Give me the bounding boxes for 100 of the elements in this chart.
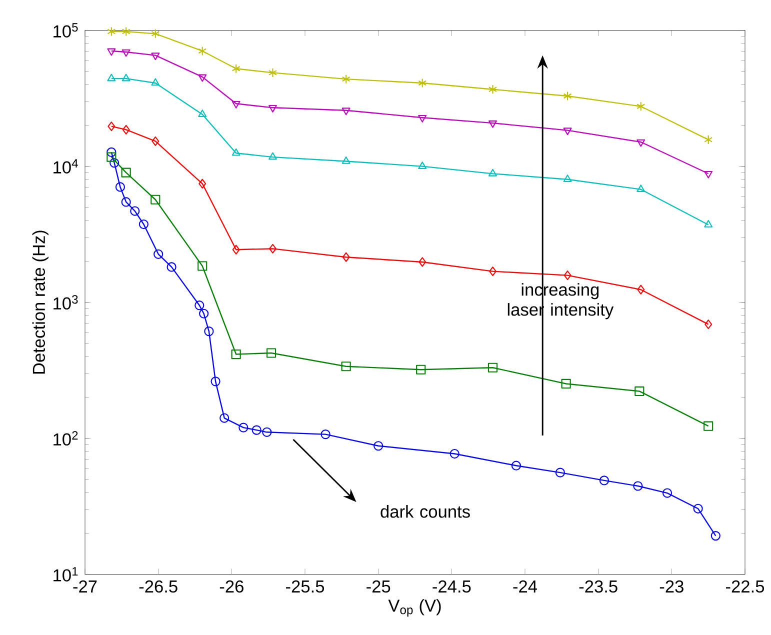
- point: [563, 174, 572, 182]
- point: [232, 244, 240, 254]
- point: [210, 376, 220, 386]
- point: [563, 91, 572, 101]
- point: [106, 147, 116, 158]
- y-tick-label: 10$^{2}$: [54, 431, 78, 446]
- point: [231, 349, 241, 360]
- point: [110, 158, 120, 168]
- point: [488, 168, 497, 176]
- point: [122, 26, 130, 36]
- point: [418, 78, 427, 88]
- point: [489, 266, 496, 276]
- point: [488, 84, 497, 94]
- point: [198, 178, 206, 188]
- point: [108, 121, 116, 132]
- point: [269, 244, 276, 254]
- point: [636, 139, 646, 147]
- point: [564, 270, 572, 280]
- x-tick-label: -27: [73, 580, 97, 592]
- point: [634, 386, 644, 396]
- point: [704, 134, 713, 144]
- point: [232, 100, 240, 108]
- point: [418, 162, 427, 169]
- point: [555, 468, 565, 478]
- point: [561, 378, 571, 389]
- point: [637, 284, 645, 294]
- point: [130, 206, 140, 216]
- point: [599, 476, 609, 486]
- point: [488, 120, 497, 128]
- point: [488, 362, 498, 372]
- point: [204, 326, 214, 336]
- y-tick-label: 10$^{3}$: [54, 295, 78, 310]
- point: [166, 262, 176, 272]
- point: [150, 194, 160, 204]
- point: [121, 197, 131, 207]
- point: [342, 108, 350, 116]
- point: [268, 152, 277, 160]
- x-tick-label: -26: [220, 580, 244, 593]
- point: [704, 170, 713, 178]
- point: [374, 441, 384, 451]
- point: [122, 49, 130, 57]
- point: [199, 308, 209, 318]
- x-tick-label: -23.5: [579, 580, 618, 593]
- point: [633, 481, 643, 491]
- point: [198, 110, 207, 118]
- point: [252, 425, 262, 435]
- point: [106, 152, 116, 162]
- point: [710, 530, 720, 541]
- point: [636, 102, 646, 112]
- y-tick-label: 10$^{1}$: [54, 567, 78, 582]
- point: [107, 26, 116, 36]
- point: [342, 74, 350, 84]
- point: [704, 220, 713, 228]
- y-tick-label: 10$^{4}$: [54, 159, 78, 174]
- point: [138, 219, 148, 230]
- point: [151, 78, 160, 86]
- point: [107, 74, 116, 82]
- point: [320, 430, 330, 440]
- x-tick-label: -25.5: [286, 580, 324, 593]
- y-tick-label: 10$^{5}$: [54, 23, 78, 38]
- point: [262, 427, 272, 437]
- point: [198, 74, 207, 82]
- x-axis-title: V$_{op}$ (V): [388, 599, 441, 617]
- point: [121, 168, 131, 178]
- point: [151, 52, 160, 60]
- point: [450, 448, 460, 459]
- point: [151, 28, 160, 38]
- point: [122, 124, 130, 134]
- point: [511, 460, 521, 470]
- point: [662, 488, 672, 498]
- x-tick-label: -24: [513, 580, 538, 592]
- point: [268, 104, 277, 112]
- point: [563, 128, 572, 136]
- x-tick-label: -25: [366, 580, 390, 593]
- point: [154, 249, 164, 259]
- point: [416, 364, 426, 374]
- point: [704, 421, 714, 431]
- point: [341, 362, 351, 372]
- annotation: dark counts: [380, 505, 470, 518]
- point: [704, 320, 712, 330]
- point: [107, 48, 116, 56]
- x-tick-label: -23: [660, 580, 684, 593]
- point: [418, 114, 427, 122]
- point: [115, 182, 126, 192]
- point: [268, 68, 277, 78]
- point: [342, 156, 350, 164]
- point: [122, 74, 130, 82]
- point: [266, 348, 276, 358]
- point: [194, 300, 204, 310]
- point: [636, 184, 646, 192]
- point: [342, 252, 350, 262]
- point: [220, 413, 230, 423]
- point: [152, 136, 160, 146]
- x-tick-label: -24.5: [432, 580, 471, 593]
- x-tick-label: -22.5: [726, 580, 764, 593]
- point: [198, 46, 207, 56]
- x-tick-label: -26.5: [139, 580, 178, 593]
- point: [198, 261, 208, 271]
- point: [232, 148, 240, 156]
- y-axis-title: Detection rate (Hz): [32, 230, 48, 374]
